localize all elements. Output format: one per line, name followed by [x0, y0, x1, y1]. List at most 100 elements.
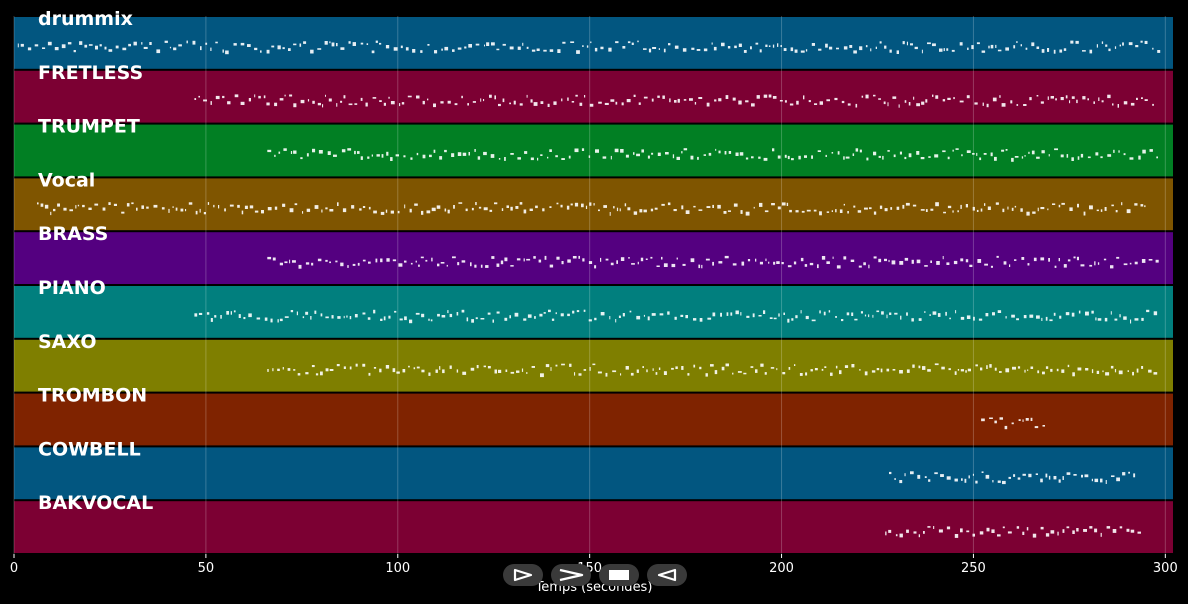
note-mark: [839, 209, 843, 213]
note-mark: [1083, 211, 1086, 216]
stop-button[interactable]: [599, 564, 639, 586]
note-mark: [1155, 259, 1159, 263]
note-mark: [195, 210, 198, 215]
note-mark: [682, 48, 687, 52]
note-mark: [297, 373, 301, 376]
note-mark: [210, 101, 212, 105]
note-mark: [659, 313, 664, 316]
note-mark: [955, 148, 959, 150]
note-mark: [1036, 156, 1040, 159]
note-mark: [718, 150, 721, 154]
note-mark: [929, 314, 931, 316]
note-mark: [990, 265, 993, 268]
note-mark: [331, 315, 334, 319]
note-mark: [883, 101, 886, 105]
note-mark: [210, 47, 212, 51]
note-mark: [847, 103, 851, 106]
note-mark: [487, 366, 491, 369]
note-mark: [855, 148, 859, 152]
note-mark: [1087, 156, 1091, 159]
note-mark: [1057, 531, 1059, 536]
note-mark: [990, 44, 994, 49]
note-mark: [194, 313, 198, 317]
note-mark: [1102, 370, 1104, 373]
note-mark: [418, 264, 420, 267]
note-mark: [1110, 365, 1114, 369]
note-mark: [317, 102, 321, 106]
note-mark: [496, 48, 500, 51]
note-mark: [912, 364, 915, 368]
note-mark: [1136, 97, 1138, 100]
note-mark: [751, 156, 754, 159]
note-mark: [997, 480, 1001, 483]
note-mark: [712, 261, 714, 266]
note-mark: [427, 98, 429, 101]
note-mark: [674, 316, 677, 320]
note-mark: [293, 150, 297, 154]
note-mark: [613, 206, 615, 209]
note-mark: [681, 205, 684, 210]
note-mark: [727, 46, 731, 49]
note-mark: [1097, 262, 1100, 265]
note-mark: [763, 94, 768, 98]
note-mark: [995, 202, 999, 205]
note-mark: [994, 420, 997, 424]
note-mark: [1053, 476, 1057, 480]
note-mark: [238, 314, 241, 318]
note-mark: [574, 202, 579, 207]
note-mark: [960, 258, 964, 262]
note-mark: [502, 43, 506, 46]
note-mark: [430, 319, 433, 322]
note-mark: [529, 208, 533, 211]
note-mark: [980, 208, 983, 212]
note-mark: [776, 261, 780, 264]
note-mark: [1123, 316, 1127, 320]
note-mark: [514, 312, 519, 317]
note-mark: [383, 316, 386, 321]
note-mark: [826, 261, 830, 264]
note-mark: [298, 264, 302, 269]
note-mark: [682, 263, 686, 266]
note-mark: [544, 255, 547, 260]
forward-button[interactable]: [551, 564, 591, 586]
x-tick-label: 50: [198, 561, 215, 576]
note-mark: [108, 49, 113, 52]
note-mark: [721, 366, 725, 371]
note-mark: [884, 45, 887, 49]
note-mark: [859, 46, 863, 51]
note-mark: [222, 95, 225, 99]
note-mark: [1037, 370, 1040, 374]
note-mark: [1142, 149, 1146, 154]
note-mark: [652, 368, 654, 371]
note-mark: [615, 101, 618, 105]
note-mark: [1148, 369, 1152, 373]
note-mark: [805, 315, 809, 320]
note-mark: [720, 312, 722, 317]
note-mark: [768, 94, 772, 98]
note-mark: [930, 260, 932, 263]
note-mark: [272, 368, 274, 372]
note-mark: [1013, 45, 1016, 49]
note-mark: [1111, 475, 1115, 477]
note-mark: [549, 49, 554, 52]
note-mark: [918, 534, 920, 538]
note-mark: [368, 261, 371, 264]
rewind-button[interactable]: [647, 564, 687, 586]
note-mark: [947, 97, 951, 100]
note-mark: [732, 372, 734, 375]
note-mark: [169, 46, 172, 49]
note-mark: [1001, 149, 1005, 152]
note-mark: [609, 212, 611, 216]
note-mark: [519, 103, 523, 106]
note-mark: [439, 366, 441, 370]
play-button[interactable]: [503, 564, 543, 586]
note-mark: [557, 49, 561, 53]
note-mark: [961, 154, 963, 157]
note-mark: [590, 41, 592, 44]
note-mark: [1040, 207, 1045, 210]
note-mark: [755, 42, 759, 45]
note-mark: [853, 50, 857, 54]
note-mark: [517, 157, 521, 160]
note-mark: [1061, 202, 1065, 205]
note-mark: [698, 264, 701, 269]
